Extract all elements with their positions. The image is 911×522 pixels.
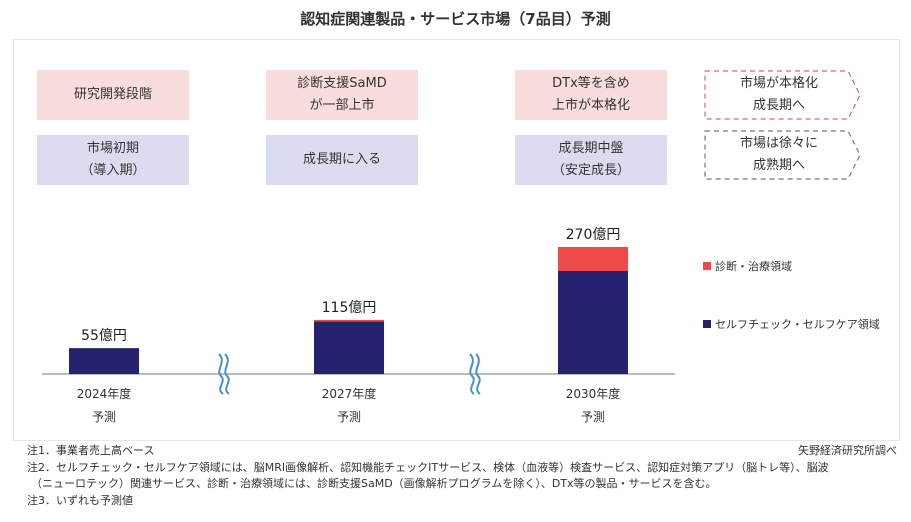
stage3-bottom-label: 成長期中盤 （安定成長） — [551, 141, 630, 178]
arrow-outline-icon — [704, 130, 861, 180]
stage2-bottom-box: 成長期に入る — [266, 135, 418, 185]
arrow-outline-icon — [704, 70, 861, 120]
stage2-bottom-label: 成長期に入る — [302, 152, 381, 167]
stage3-top-box: DTx等を含め 上市が本格化 — [515, 70, 667, 120]
axis-break-icon-0 — [218, 353, 230, 395]
bar-total-label-2: 270億円 — [566, 227, 621, 243]
wave-line — [218, 353, 224, 395]
stage2-top-box: 診断支援SaMD が一部上市 — [266, 70, 418, 120]
stage1-bottom-label: 市場初期 （導入期） — [80, 141, 146, 178]
footnote-1: 注1．事業者売上高ベース — [27, 444, 155, 457]
stage3-bottom-box: 成長期中盤 （安定成長） — [515, 135, 667, 185]
outlook-bottom-label: 市場は徐々に 成熟期へ — [739, 136, 818, 173]
footnote-2-cont: （ニューロテック）関連サービス、診断・治療領域には、診断支援SaMD（画像解析プ… — [31, 477, 717, 490]
legend-label-diagnosis: 診断・治療領域 — [715, 260, 792, 273]
axis-break-icon-1 — [469, 353, 481, 395]
source-credit: 矢野経済研究所調べ — [798, 444, 897, 457]
x-tick-label-0-1: 予測 — [92, 410, 116, 424]
legend-item-diagnosis: 診断・治療領域 — [703, 258, 792, 274]
footnote-2: 注2．セルフチェック・セルフケア領域には、脳MRI画像解析、認知機能チェックIT… — [27, 460, 829, 474]
x-tick-label-1-0: 2027年度 — [322, 386, 377, 401]
legend-label-selfcheck: セルフチェック・セルフケア領域 — [715, 318, 880, 331]
x-tick-label-0-0: 2024年度 — [77, 386, 132, 401]
stage1-top-label: 研究開発段階 — [73, 87, 152, 102]
bar-selfcheck-1 — [314, 321, 384, 374]
bar-total-label-0: 55億円 — [81, 328, 127, 344]
footnote-3: 注3．いずれも予測値 — [27, 493, 133, 507]
x-tick-label-2-1: 予測 — [581, 410, 605, 424]
wave-line — [469, 353, 475, 395]
stage3-top-label: DTx等を含め 上市が本格化 — [551, 76, 630, 113]
bar-total-label-1: 115億円 — [322, 300, 377, 316]
x-tick-label-1-1: 予測 — [337, 410, 361, 424]
stage1-bottom-box: 市場初期 （導入期） — [37, 135, 189, 185]
x-tick-label-2-0: 2030年度 — [566, 386, 621, 401]
outlook-bottom-arrow: 市場は徐々に 成熟期へ — [704, 130, 862, 180]
stage2-top-label: 診断支援SaMD が一部上市 — [297, 76, 387, 113]
bar-diagnosis-2 — [558, 247, 628, 271]
footnotes: 注1．事業者売上高ベース 注2．セルフチェック・セルフケア領域には、脳MRI画像… — [27, 443, 897, 509]
chart-title: 認知症関連製品・サービス市場（7品目）予測 — [300, 10, 611, 28]
legend-swatch-diagnosis — [703, 262, 711, 270]
legend-item-selfcheck: セルフチェック・セルフケア領域 — [703, 316, 880, 332]
bar-selfcheck-0 — [69, 348, 139, 374]
stage1-top-box: 研究開発段階 — [37, 70, 189, 120]
bar-selfcheck-2 — [558, 270, 628, 374]
legend-swatch-selfcheck — [703, 320, 711, 328]
bar-diagnosis-1 — [314, 319, 384, 322]
outlook-top-label: 市場が本格化 成長期へ — [739, 76, 818, 113]
wave-line — [475, 353, 481, 395]
wave-line — [224, 353, 230, 395]
outlook-top-arrow: 市場が本格化 成長期へ — [704, 70, 862, 120]
